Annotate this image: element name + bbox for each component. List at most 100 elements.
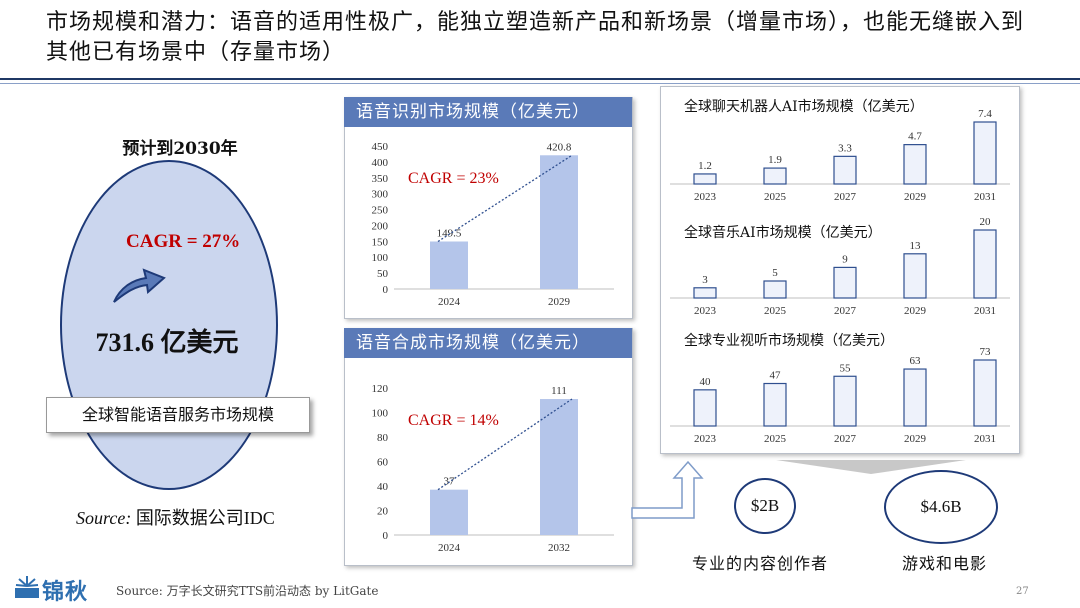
bar — [540, 399, 578, 535]
y-tick-label: 400 — [372, 157, 389, 169]
bar-value-label: 3.3 — [838, 142, 852, 154]
bar — [833, 375, 857, 427]
bar — [430, 241, 468, 289]
bar — [833, 266, 857, 299]
y-tick-label: 100 — [372, 408, 389, 420]
bar — [763, 280, 787, 299]
bar — [973, 121, 997, 185]
y-tick-label: 80 — [377, 432, 389, 444]
tts-chart: 0204060801001203720241112032 — [372, 383, 614, 554]
y-tick-label: 20 — [377, 506, 389, 518]
x-tick-label: 2024 — [438, 542, 461, 554]
x-tick-label: 2025 — [764, 305, 787, 317]
bar — [903, 253, 927, 299]
av-chart-title: 全球专业视听市场规模（亿美元） — [684, 333, 894, 349]
music-chart-title: 全球音乐AI市场规模（亿美元） — [684, 225, 882, 241]
y-tick-label: 0 — [383, 284, 389, 296]
x-tick-label: 2029 — [548, 296, 571, 308]
bar-value-label: 111 — [551, 385, 567, 397]
y-tick-label: 60 — [377, 457, 389, 469]
source-citation: Source: 国际数据公司IDC — [76, 504, 275, 530]
page-number: 27 — [1016, 586, 1029, 597]
y-tick-label: 450 — [372, 141, 389, 153]
bar-value-label: 7.4 — [978, 108, 992, 120]
slide-title: 市场规模和潜力：语音的适用性极广，能独立塑造新产品和新场景（增量市场），也能无缝… — [46, 10, 1025, 65]
y-tick-label: 200 — [372, 220, 389, 232]
bar-value-label: 4.7 — [908, 131, 922, 143]
bar — [763, 382, 787, 427]
trend-line — [437, 154, 573, 243]
x-tick-label: 2023 — [694, 433, 717, 445]
x-tick-label: 2031 — [974, 191, 996, 203]
x-tick-label: 2032 — [548, 542, 570, 554]
bar-value-label: 13 — [910, 240, 922, 252]
bar-value-label: 5 — [772, 267, 778, 279]
creator-market-circle: $2B — [734, 478, 796, 534]
av-chart: 40 2023 47 2025 55 2027 63 2029 73 2031 — [670, 346, 1010, 445]
wedge-shadow-icon — [776, 460, 966, 474]
bar-value-label: 420.8 — [547, 141, 572, 153]
y-tick-label: 0 — [383, 530, 389, 542]
y-tick-label: 150 — [372, 236, 389, 248]
bar — [903, 368, 927, 427]
bar-value-label: 20 — [980, 216, 992, 228]
asr-panel-title: 语音识别市场规模（亿美元） — [344, 97, 632, 127]
x-tick-label: 2031 — [974, 305, 996, 317]
x-tick-label: 2029 — [904, 305, 927, 317]
title-divider-thin — [0, 83, 1080, 84]
tts-panel — [344, 328, 633, 566]
source-text: 国际数据公司IDC — [131, 508, 275, 528]
bar — [693, 389, 717, 427]
curved-up-arrow-icon — [113, 268, 166, 303]
bar-value-label: 3 — [702, 274, 708, 286]
bar-value-label: 40 — [700, 376, 712, 388]
bar-value-label: 9 — [842, 253, 848, 265]
x-tick-label: 2025 — [764, 433, 787, 445]
logo-icon — [15, 576, 39, 598]
bar-value-label: 55 — [840, 362, 852, 374]
asr-cagr-label: CAGR = 23% — [408, 170, 499, 187]
cagr-main-label: CAGR = 27% — [126, 231, 241, 252]
bar-value-label: 1.2 — [698, 160, 712, 172]
bar — [693, 173, 717, 185]
bar-value-label: 73 — [980, 346, 992, 358]
x-tick-label: 2027 — [834, 433, 857, 445]
source-prefix: Source: — [76, 508, 132, 528]
bar — [833, 155, 857, 185]
y-tick-label: 350 — [372, 173, 389, 185]
y-tick-label: 120 — [372, 383, 389, 395]
market-size-amount: 731.6 亿美元 — [95, 328, 239, 357]
chatbot-chart-title: 全球聊天机器人AI市场规模（亿美元） — [684, 99, 924, 115]
creator-caption: 专业的内容创作者 — [692, 554, 829, 573]
forecast-label: 预计到2030年 — [122, 139, 238, 159]
chatbot-chart: 1.2 2023 1.9 2025 3.3 2027 4.7 2029 7.4 2031 — [670, 108, 1010, 203]
asr-chart: 050100150200250300350400450149.52024420.… — [372, 141, 614, 308]
market-label-box: 全球智能语音服务市场规模 — [46, 397, 310, 433]
y-tick-label: 300 — [372, 189, 389, 201]
market-ellipse — [60, 160, 278, 490]
y-tick-label: 100 — [372, 252, 389, 264]
bar — [430, 489, 468, 535]
y-tick-label: 40 — [377, 481, 389, 493]
game-film-caption: 游戏和电影 — [902, 554, 988, 573]
bar-value-label: 47 — [770, 370, 782, 382]
bar — [973, 359, 997, 427]
x-tick-label: 2027 — [834, 305, 857, 317]
game-film-market-circle: $4.6B — [884, 470, 998, 544]
x-tick-label: 2029 — [904, 433, 927, 445]
bar — [903, 144, 927, 185]
y-tick-label: 250 — [372, 205, 389, 217]
tts-cagr-label: CAGR = 14% — [408, 412, 499, 429]
title-divider — [0, 78, 1080, 80]
y-tick-label: 50 — [377, 268, 389, 280]
x-tick-label: 2023 — [694, 305, 717, 317]
x-tick-label: 2025 — [764, 191, 787, 203]
x-tick-label: 2029 — [904, 191, 927, 203]
tts-panel-title: 语音合成市场规模（亿美元） — [344, 328, 632, 358]
footer-source: Source: 万字长文研究TTS前沿动态 by LitGate — [116, 584, 379, 598]
x-tick-label: 2031 — [974, 433, 996, 445]
bar — [763, 167, 787, 185]
bar — [693, 287, 717, 299]
bar — [540, 155, 578, 289]
trend-line — [437, 398, 573, 491]
